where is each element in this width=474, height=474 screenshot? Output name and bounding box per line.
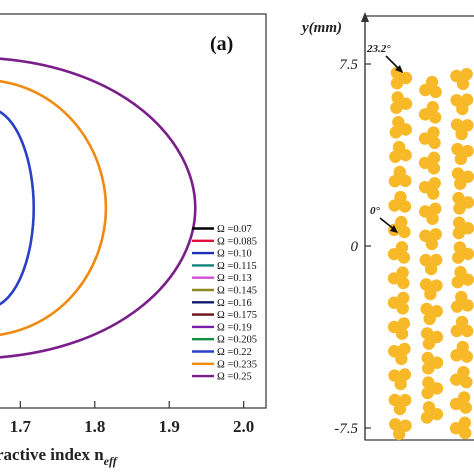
x-tick-label: 1.7 bbox=[10, 417, 32, 436]
curve-omega-0.25 bbox=[0, 57, 197, 359]
curve-omega-0.235 bbox=[0, 80, 108, 336]
legend-entry: Ω =0.13 bbox=[217, 273, 252, 284]
legend-entry: Ω =0.25 bbox=[217, 372, 252, 383]
particle bbox=[419, 228, 442, 251]
legend-entry: Ω =0.085 bbox=[217, 236, 257, 247]
legend-entry: Ω =0.07 bbox=[217, 224, 252, 235]
particle bbox=[387, 317, 411, 340]
y-axis-ticks: 7.5 0 -7.5 bbox=[334, 12, 371, 440]
legend-entry: Ω =0.205 bbox=[217, 335, 257, 346]
particle bbox=[387, 266, 410, 290]
particle bbox=[419, 253, 443, 276]
chart-b: y(mm) 7.5 0 -7.5 23.2° 0° bbox=[300, 12, 474, 441]
panel-label-a: (a) bbox=[210, 33, 233, 55]
particle bbox=[449, 391, 472, 414]
particles bbox=[387, 66, 474, 441]
particle bbox=[388, 190, 412, 213]
annotation-arrowhead bbox=[390, 225, 398, 233]
particle bbox=[387, 291, 410, 315]
particle bbox=[450, 315, 474, 338]
particle bbox=[419, 75, 442, 99]
annotation-arrowhead bbox=[395, 65, 403, 73]
y-axis-label: y(mm) bbox=[300, 20, 342, 36]
particle bbox=[389, 140, 412, 163]
x-tick-label: 1.9 bbox=[159, 417, 180, 436]
particle bbox=[450, 118, 474, 141]
particle bbox=[420, 327, 444, 350]
particle bbox=[388, 342, 411, 366]
particle bbox=[451, 167, 474, 190]
particle bbox=[390, 91, 413, 114]
x-tick-label: 1.8 bbox=[84, 417, 105, 436]
legend-entry: Ω =0.19 bbox=[217, 322, 252, 333]
particle bbox=[387, 241, 411, 264]
particle bbox=[389, 116, 413, 139]
y-tick-label: 7.5 bbox=[339, 57, 358, 73]
particle bbox=[388, 215, 411, 239]
particle bbox=[452, 241, 474, 264]
particle bbox=[452, 216, 474, 240]
x-axis-ticks: 1.7 1.8 1.9 2.0 bbox=[10, 401, 254, 436]
annotation-angle-top: 23.2° bbox=[366, 43, 391, 55]
particle bbox=[421, 351, 444, 375]
legend-entry: Ω =0.235 bbox=[217, 359, 257, 370]
particle bbox=[450, 340, 473, 363]
particle bbox=[449, 416, 472, 440]
particle bbox=[418, 151, 441, 175]
annotations: 23.2° 0° bbox=[366, 43, 403, 233]
legend-entry: Ω =0.10 bbox=[217, 249, 252, 260]
legend-entry: Ω =0.16 bbox=[217, 298, 252, 309]
particle bbox=[451, 290, 474, 313]
particle bbox=[450, 93, 474, 116]
y-axis-arrow bbox=[361, 12, 369, 22]
particle bbox=[450, 365, 473, 389]
chart-a: (a) 1.7 1.8 1.9 2.0 ractive index neff Ω =0… bbox=[0, 13, 267, 468]
particle bbox=[420, 401, 444, 424]
curve-omega-0.22 bbox=[0, 110, 36, 306]
y-tick-label: -7.5 bbox=[334, 421, 358, 437]
x-tick-label: 2.0 bbox=[233, 417, 254, 436]
particle bbox=[451, 265, 474, 289]
chart-a-frame bbox=[0, 13, 267, 409]
particle bbox=[418, 101, 442, 124]
curves bbox=[0, 57, 197, 359]
particle bbox=[451, 142, 474, 166]
annotation-angle-mid: 0° bbox=[370, 205, 381, 217]
particle bbox=[388, 368, 412, 391]
legend-entry: Ω =0.22 bbox=[217, 347, 252, 358]
particle bbox=[388, 165, 412, 188]
particle bbox=[419, 202, 442, 225]
particle bbox=[418, 126, 441, 150]
particle bbox=[388, 393, 412, 416]
particle bbox=[389, 418, 412, 441]
particle bbox=[419, 278, 443, 301]
particle bbox=[420, 302, 443, 326]
legend-entry: Ω =0.115 bbox=[217, 261, 257, 272]
x-axis-label: ractive index neff bbox=[0, 445, 118, 468]
particle bbox=[452, 191, 474, 215]
legend-entry: Ω =0.145 bbox=[217, 286, 257, 297]
y-tick-label: 0 bbox=[351, 239, 359, 255]
particle bbox=[421, 376, 444, 400]
particle bbox=[418, 177, 441, 200]
legend-entry: Ω =0.175 bbox=[217, 310, 257, 321]
particle bbox=[450, 67, 473, 91]
